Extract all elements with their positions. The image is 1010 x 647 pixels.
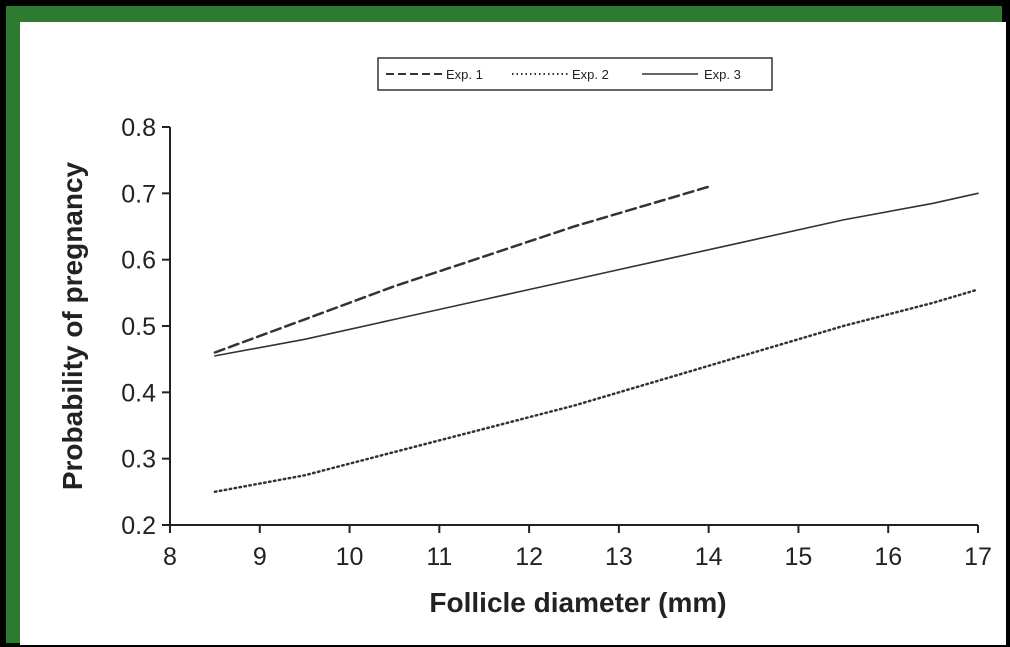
legend-label-exp2: Exp. 2 bbox=[572, 67, 609, 82]
x-tick-label: 9 bbox=[253, 543, 267, 571]
y-tick-label: 0.6 bbox=[121, 247, 156, 275]
y-tick-label: 0.7 bbox=[121, 180, 156, 208]
y-tick-label: 0.8 bbox=[121, 114, 156, 142]
y-axis-title: Probability of pregnancy bbox=[57, 161, 88, 490]
x-axis-title: Follicle diameter (mm) bbox=[429, 587, 726, 618]
series-lines bbox=[213, 185, 980, 494]
x-tick-label: 10 bbox=[336, 543, 364, 571]
legend-label-exp3: Exp. 3 bbox=[704, 67, 741, 82]
x-ticks: 8 9 10 11 12 13 14 15 16 17 bbox=[163, 525, 992, 571]
y-tick-label: 0.2 bbox=[121, 512, 156, 540]
chart-panel bbox=[20, 22, 1006, 645]
legend: Exp. 1 Exp. 2 Exp. 3 bbox=[377, 57, 773, 91]
x-tick-label: 15 bbox=[785, 543, 813, 571]
y-tick-label: 0.3 bbox=[121, 446, 156, 474]
x-tick-label: 16 bbox=[874, 543, 902, 571]
y-tick-label: 0.4 bbox=[121, 379, 156, 407]
series-line-exp1 bbox=[213, 185, 710, 354]
legend-label-exp1: Exp. 1 bbox=[446, 67, 483, 82]
x-tick-label: 11 bbox=[426, 543, 452, 571]
x-tick-label: 13 bbox=[605, 543, 633, 571]
x-tick-label: 17 bbox=[964, 543, 992, 571]
x-tick-label: 8 bbox=[163, 543, 177, 571]
series-line-exp2 bbox=[213, 288, 980, 494]
y-ticks: 0.2 0.3 0.4 0.5 0.6 0.7 0.8 bbox=[121, 114, 170, 540]
x-tick-label: 14 bbox=[695, 543, 723, 571]
y-tick-label: 0.5 bbox=[121, 313, 156, 341]
series-line-exp3 bbox=[214, 192, 979, 357]
x-tick-label: 12 bbox=[515, 543, 543, 571]
legend-box bbox=[377, 57, 773, 91]
